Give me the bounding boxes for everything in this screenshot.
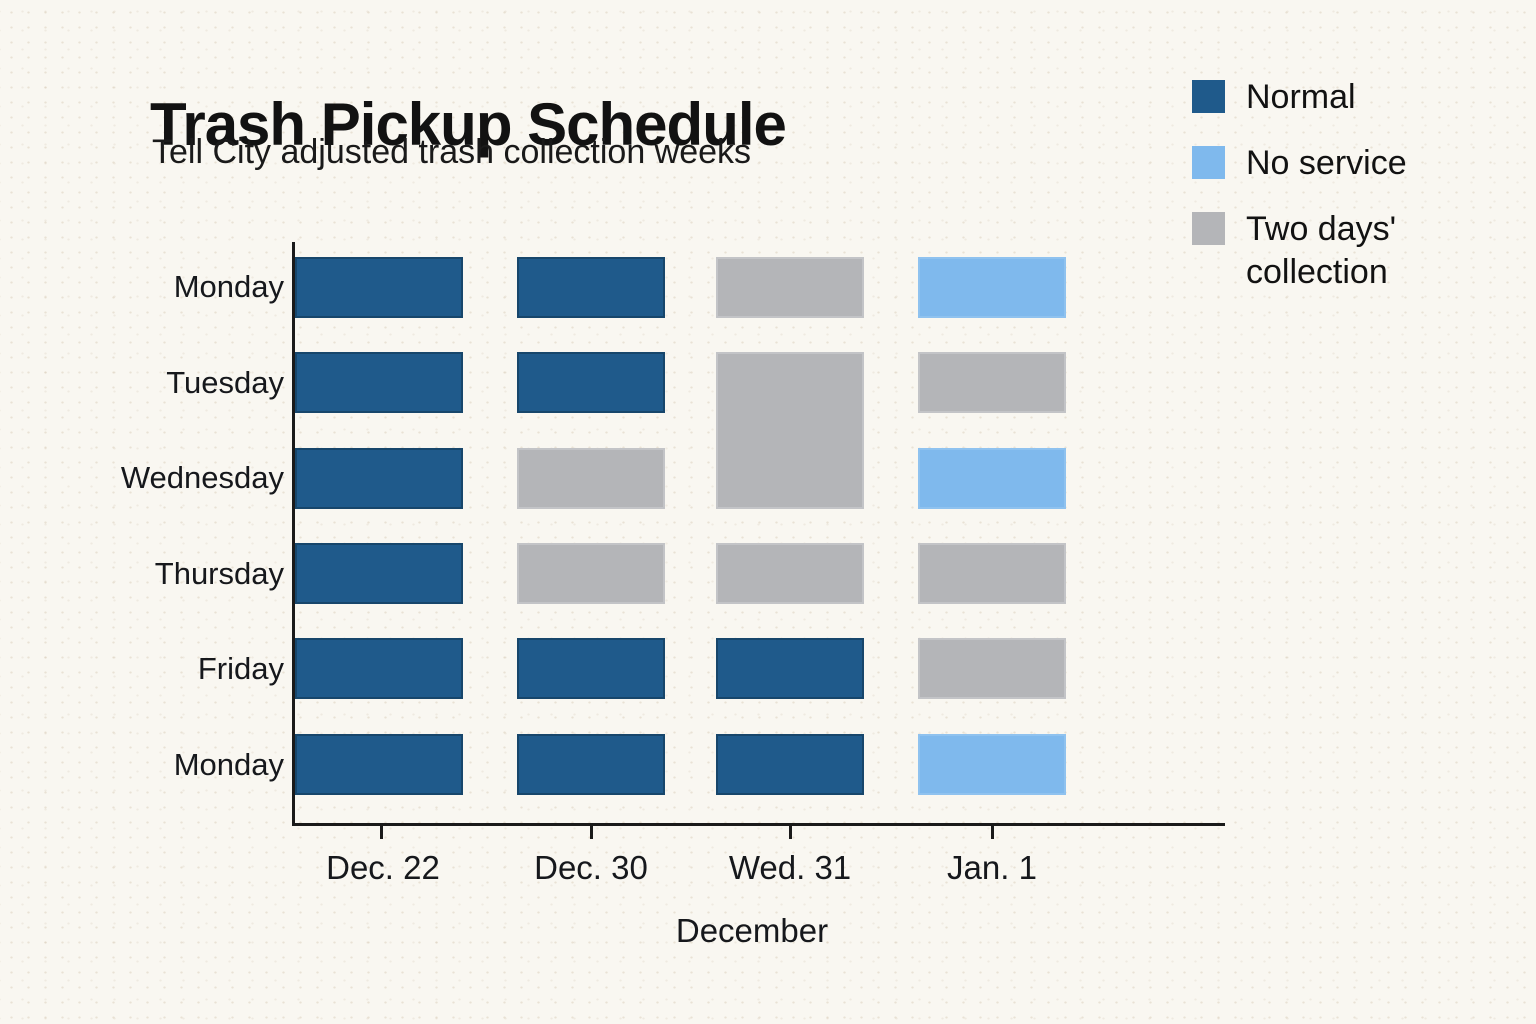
cell-monday-row1-jan-1 [918, 257, 1066, 318]
legend-label-no-service: No service [1246, 144, 1407, 182]
y-axis-line [292, 242, 295, 826]
page-subtitle: Tell City adjusted trash collection week… [152, 133, 752, 171]
y-tick-label-wednesday: Wednesday [120, 460, 284, 495]
cell-monday-row6-wed-31 [716, 734, 864, 795]
x-axis-tick-dec22 [380, 826, 383, 839]
cell-monday-row1-wed-31 [716, 257, 864, 318]
legend-swatch-two-days-icon [1192, 212, 1225, 245]
legend-item-normal: Normal [1192, 76, 1452, 119]
legend-swatch-no-service-icon [1192, 146, 1225, 179]
cell-wednesday-row3-dec-22 [295, 448, 463, 509]
x-axis-tick-dec30 [590, 826, 593, 839]
page-title: Trash Pickup Schedule [150, 91, 787, 159]
x-axis-title: December [675, 912, 829, 949]
x-tick-label-dec22: Dec. 22 [326, 849, 440, 886]
legend-item-two-days: Two days' collection [1192, 208, 1452, 294]
y-tick-label-monday-1: Monday [173, 269, 284, 304]
cell-tuesday-row2-jan-1 [918, 352, 1066, 413]
legend-label-normal: Normal [1246, 78, 1356, 116]
cell-wednesday-row3-jan-1 [918, 448, 1066, 509]
cell-thursday-row4-wed-31 [716, 543, 864, 604]
legend: Normal No service Two days' collection [1192, 76, 1452, 317]
legend-label-two-days: Two days' collection [1246, 210, 1397, 291]
cell-wednesday-row3-dec-30 [517, 448, 665, 509]
cell-friday-row5-dec-22 [295, 638, 463, 699]
cell-monday-row6-dec-30 [517, 734, 665, 795]
cell-friday-row5-jan-1 [918, 638, 1066, 699]
legend-swatch-normal-icon [1192, 80, 1225, 113]
cell-thursday-row4-dec-22 [295, 543, 463, 604]
cell-thursday-row4-dec-30 [517, 543, 665, 604]
y-tick-label-monday-2: Monday [173, 747, 284, 782]
cell-monday-row6-jan-1 [918, 734, 1066, 795]
y-tick-label-thursday: Thursday [154, 556, 284, 591]
cell-tuesday-row2-dec-30 [517, 352, 665, 413]
x-axis-tick-wed31 [789, 826, 792, 839]
x-tick-label-wed31: Wed. 31 [728, 849, 852, 886]
cell-friday-row5-wed-31 [716, 638, 864, 699]
cell-tuesday-row2-wed-31 [716, 352, 864, 509]
y-tick-label-friday: Friday [197, 651, 284, 686]
y-tick-label-tuesday: Tuesday [166, 365, 284, 400]
x-tick-label-dec30: Dec. 30 [534, 849, 648, 886]
x-axis-line [292, 823, 1225, 826]
x-tick-label-jan1: Jan. 1 [947, 849, 1037, 886]
cell-monday-row1-dec-22 [295, 257, 463, 318]
cell-thursday-row4-jan-1 [918, 543, 1066, 604]
x-axis-tick-jan1 [991, 826, 994, 839]
cell-monday-row1-dec-30 [517, 257, 665, 318]
cell-tuesday-row2-dec-22 [295, 352, 463, 413]
cell-friday-row5-dec-30 [517, 638, 665, 699]
legend-item-no-service: No service [1192, 142, 1452, 185]
cell-monday-row6-dec-22 [295, 734, 463, 795]
